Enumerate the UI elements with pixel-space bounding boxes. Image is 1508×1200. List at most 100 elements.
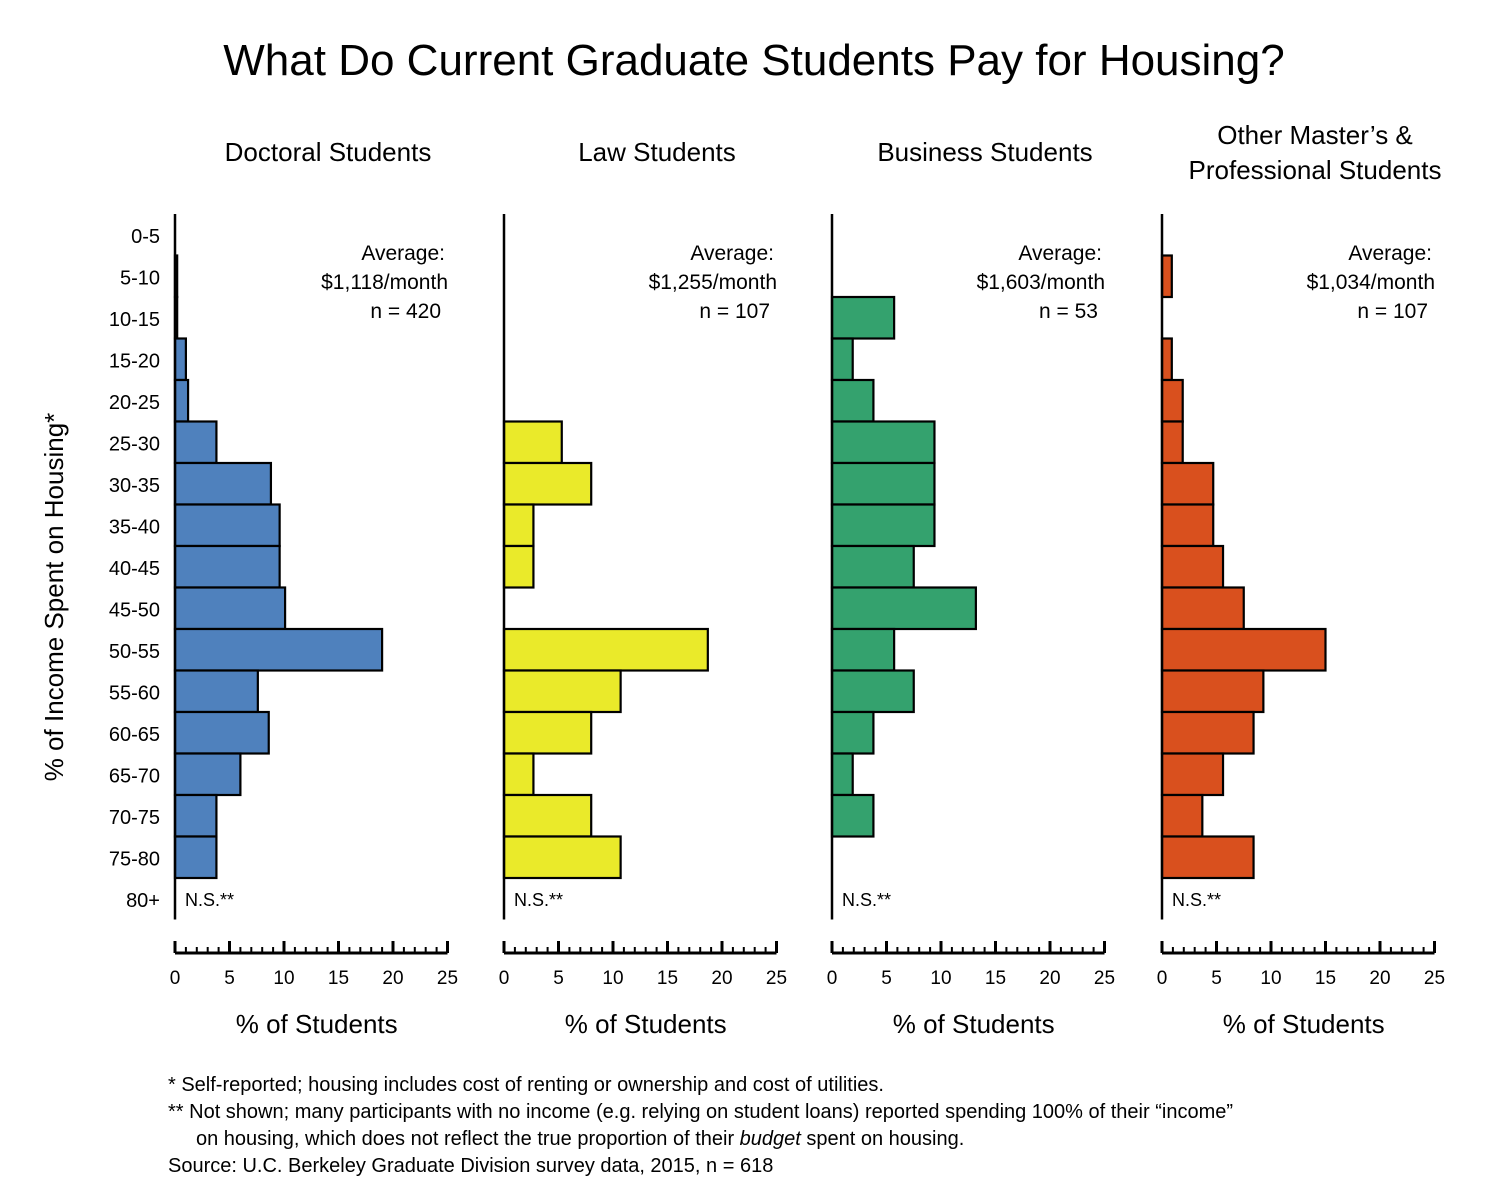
bar [830, 461, 936, 506]
bar [1160, 337, 1173, 382]
y-axis-label: % of Income Spent on Housing* [39, 413, 69, 782]
bar [1160, 378, 1184, 423]
x-tick-label: 25 [1424, 968, 1445, 989]
footnote-text-a: on housing, which does not reflect the t… [196, 1128, 740, 1150]
bar [830, 503, 936, 548]
footnote-not-shown-continued: on housing, which does not reflect the t… [168, 1126, 1488, 1153]
bar [830, 752, 854, 797]
bar [173, 793, 218, 838]
panel-title: Doctoral Students [225, 137, 432, 167]
ns-label: N.S.** [514, 890, 563, 910]
category-label: 15-20 [109, 350, 160, 372]
category-label: 75-80 [109, 848, 160, 870]
bar [1160, 793, 1204, 838]
n-label: n = 420 [370, 300, 441, 323]
footnote-not-shown: ** Not shown; many participants with no … [168, 1101, 1234, 1123]
x-tick-label: 10 [602, 968, 623, 989]
bar [830, 295, 896, 340]
bar [173, 461, 273, 506]
x-tick-label: 5 [1211, 968, 1222, 989]
category-label: 0-5 [131, 226, 160, 248]
category-label: 55-60 [109, 682, 160, 704]
bar [502, 461, 593, 506]
average-value: $1,034/month [1307, 271, 1435, 294]
bar [830, 586, 977, 631]
panel-title: Other Master’s & [1217, 120, 1413, 150]
ns-label: N.S.** [1172, 890, 1221, 910]
x-tick-label: 0 [1157, 968, 1168, 989]
x-tick-label: 15 [1315, 968, 1336, 989]
average-label: Average: [690, 242, 774, 265]
panel-title: Law Students [578, 137, 736, 167]
bar [502, 710, 593, 755]
footnote-text-b: spent on housing. [800, 1128, 965, 1150]
average-label: Average: [1018, 242, 1102, 265]
footnotes: * Self-reported; housing includes cost o… [168, 1072, 1488, 1180]
average-value: $1,603/month [977, 271, 1105, 294]
x-tick-label: 0 [499, 968, 510, 989]
category-label: 40-45 [109, 558, 160, 580]
bar [1160, 669, 1265, 714]
x-tick-label: 25 [437, 968, 458, 989]
bar [502, 420, 563, 465]
average-value: $1,118/month [321, 271, 448, 294]
ns-label: N.S.** [185, 890, 234, 910]
bar [830, 793, 875, 838]
category-label: 20-25 [109, 392, 160, 414]
panel-title: Business Students [877, 137, 1092, 167]
bar [173, 669, 259, 714]
x-tick-label: 25 [766, 968, 787, 989]
x-tick-label: 5 [881, 968, 892, 989]
bar [502, 627, 709, 672]
chart-panel: Other Master’s & Professional Students Ave… [1157, 120, 1445, 1039]
x-tick-label: 0 [170, 968, 181, 989]
x-axis-label: % of Students [1223, 1009, 1385, 1039]
n-label: n = 107 [699, 300, 770, 323]
category-label: 70-75 [109, 807, 160, 829]
bar [830, 544, 915, 589]
x-tick-label: 0 [827, 968, 838, 989]
panel-title: Professional Students [1189, 155, 1442, 185]
footnote-text-italic: budget [739, 1128, 801, 1150]
bar [830, 378, 875, 423]
category-label: 35-40 [109, 516, 160, 538]
x-tick-label: 20 [382, 968, 403, 989]
bar [173, 544, 281, 589]
bar [173, 627, 384, 672]
chart-panel: Law Students Average: $1,255/month n = 107 N… [499, 137, 787, 1039]
bar [502, 669, 622, 714]
bar [173, 752, 242, 797]
category-label: 45-50 [109, 599, 160, 621]
bar [502, 835, 622, 880]
category-label: 30-35 [109, 475, 160, 497]
bar [1160, 586, 1245, 631]
bar [173, 337, 187, 382]
n-label: n = 53 [1039, 300, 1098, 323]
category-label: 50-55 [109, 641, 160, 663]
bar [173, 586, 287, 631]
category-label: 65-70 [109, 765, 160, 787]
category-labels: 0-5 5-10 10-15 15-20 20-25 25-30 30-35 35-40 40-… [109, 226, 160, 912]
bar [502, 793, 593, 838]
footnote-self-reported: * Self-reported; housing includes cost o… [168, 1074, 884, 1096]
x-tick-label: 25 [1094, 968, 1115, 989]
bar [1160, 710, 1255, 755]
bar [173, 503, 281, 548]
x-tick-label: 5 [224, 968, 235, 989]
x-tick-label: 15 [657, 968, 678, 989]
chart-panel: Business Students Average: $1,603/month n =… [827, 137, 1115, 1039]
bar [1160, 461, 1215, 506]
bar [1160, 544, 1225, 589]
x-tick-label: 10 [273, 968, 294, 989]
x-tick-label: 10 [930, 968, 951, 989]
category-label: 60-65 [109, 724, 160, 746]
panels: Doctoral Students Average: $1,118/month n =… [170, 120, 1445, 1039]
bar [830, 337, 854, 382]
x-axis-label: % of Students [236, 1009, 398, 1039]
chart-title: What Do Current Graduate Students Pay fo… [223, 36, 1284, 85]
bar [502, 503, 535, 548]
bar [173, 378, 190, 423]
category-label: 5-10 [120, 267, 160, 289]
category-label: 25-30 [109, 433, 160, 455]
